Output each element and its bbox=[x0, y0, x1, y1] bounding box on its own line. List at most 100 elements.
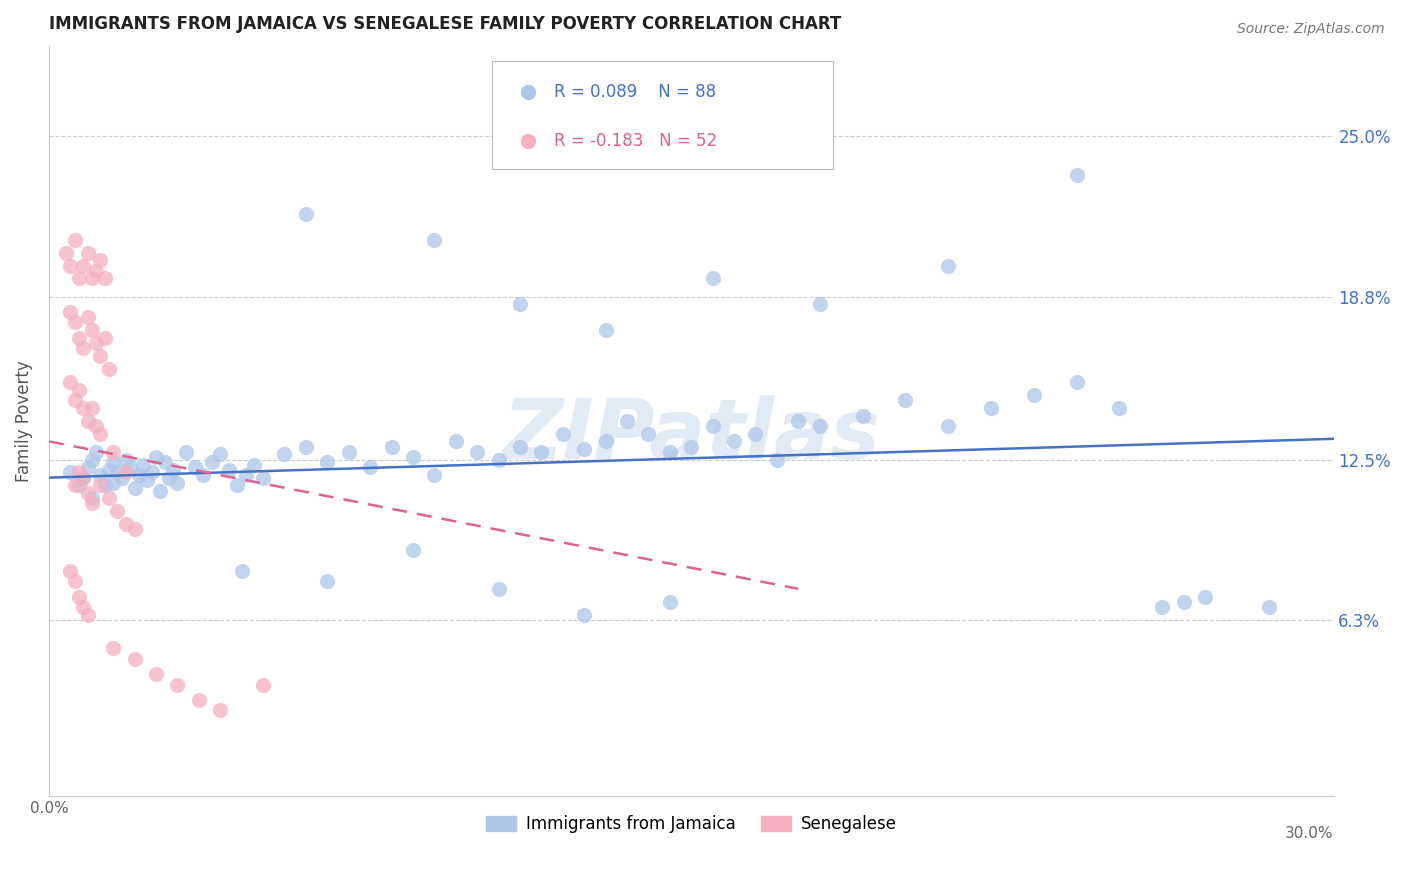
Point bbox=[444, 434, 467, 449]
Point bbox=[252, 470, 274, 484]
Point bbox=[1066, 375, 1088, 389]
Point bbox=[63, 392, 86, 407]
Point bbox=[67, 478, 90, 492]
Point bbox=[93, 331, 115, 345]
Point bbox=[766, 452, 789, 467]
Point bbox=[574, 607, 596, 622]
Point bbox=[149, 483, 172, 498]
Point bbox=[67, 331, 90, 345]
Point bbox=[59, 564, 82, 578]
Point bbox=[359, 460, 381, 475]
Text: ZIPatlas: ZIPatlas bbox=[502, 395, 880, 476]
Point bbox=[637, 426, 659, 441]
Point bbox=[488, 452, 510, 467]
Point bbox=[55, 245, 77, 260]
Point bbox=[201, 455, 224, 469]
Point bbox=[226, 478, 249, 492]
Point bbox=[103, 455, 125, 469]
Point bbox=[744, 426, 766, 441]
Point bbox=[174, 444, 197, 458]
Point bbox=[316, 574, 339, 588]
Point bbox=[80, 271, 103, 285]
Point bbox=[103, 444, 125, 458]
Point bbox=[111, 470, 134, 484]
Point bbox=[231, 564, 253, 578]
Point bbox=[103, 475, 125, 490]
Point bbox=[97, 362, 120, 376]
Point bbox=[423, 233, 446, 247]
Point bbox=[209, 447, 232, 461]
Point bbox=[402, 543, 425, 558]
Point bbox=[702, 418, 724, 433]
Point bbox=[115, 452, 138, 467]
Point bbox=[162, 463, 184, 477]
Point bbox=[97, 491, 120, 506]
Point bbox=[509, 440, 531, 454]
Point bbox=[107, 466, 129, 480]
Point bbox=[76, 460, 98, 475]
Point bbox=[423, 468, 446, 483]
Point bbox=[80, 401, 103, 415]
Point bbox=[316, 455, 339, 469]
Point bbox=[89, 426, 111, 441]
Point bbox=[218, 463, 240, 477]
Point bbox=[89, 468, 111, 483]
Point bbox=[153, 455, 176, 469]
Point bbox=[76, 414, 98, 428]
Point bbox=[93, 478, 115, 492]
Point bbox=[120, 460, 142, 475]
Text: 30.0%: 30.0% bbox=[1285, 826, 1333, 841]
Point bbox=[1194, 590, 1216, 604]
Point bbox=[67, 271, 90, 285]
Point bbox=[124, 481, 146, 495]
Point bbox=[980, 401, 1002, 415]
Point bbox=[97, 463, 120, 477]
Point bbox=[72, 599, 94, 614]
Point bbox=[84, 444, 107, 458]
Point bbox=[89, 253, 111, 268]
Point bbox=[80, 323, 103, 337]
Point bbox=[145, 667, 167, 681]
Point bbox=[702, 271, 724, 285]
Text: R = -0.183   N = 52: R = -0.183 N = 52 bbox=[554, 132, 717, 150]
Point bbox=[63, 478, 86, 492]
Point bbox=[128, 468, 150, 483]
Point bbox=[89, 478, 111, 492]
Point bbox=[141, 466, 163, 480]
Point bbox=[894, 392, 917, 407]
Point bbox=[723, 434, 745, 449]
Point bbox=[72, 401, 94, 415]
Point bbox=[59, 375, 82, 389]
Point bbox=[337, 444, 360, 458]
Point bbox=[808, 297, 831, 311]
Point bbox=[124, 651, 146, 665]
Point bbox=[183, 460, 205, 475]
Point bbox=[658, 444, 681, 458]
Point bbox=[1152, 599, 1174, 614]
Point bbox=[243, 458, 266, 472]
Point bbox=[209, 703, 232, 717]
Point bbox=[115, 466, 138, 480]
Point bbox=[72, 470, 94, 484]
Point bbox=[80, 452, 103, 467]
Point bbox=[1108, 401, 1130, 415]
Text: IMMIGRANTS FROM JAMAICA VS SENEGALESE FAMILY POVERTY CORRELATION CHART: IMMIGRANTS FROM JAMAICA VS SENEGALESE FA… bbox=[49, 15, 841, 33]
Point bbox=[936, 259, 959, 273]
Point bbox=[295, 207, 318, 221]
Point bbox=[1173, 595, 1195, 609]
Point bbox=[191, 468, 214, 483]
Point bbox=[59, 466, 82, 480]
Point bbox=[132, 458, 155, 472]
Point bbox=[63, 233, 86, 247]
Point bbox=[93, 271, 115, 285]
Point bbox=[681, 440, 703, 454]
Point bbox=[465, 444, 488, 458]
Point bbox=[67, 466, 90, 480]
Point bbox=[67, 590, 90, 604]
Point bbox=[530, 444, 553, 458]
Point bbox=[295, 440, 318, 454]
Point bbox=[59, 259, 82, 273]
Point bbox=[136, 473, 159, 487]
Point bbox=[1022, 388, 1045, 402]
Point bbox=[84, 263, 107, 277]
